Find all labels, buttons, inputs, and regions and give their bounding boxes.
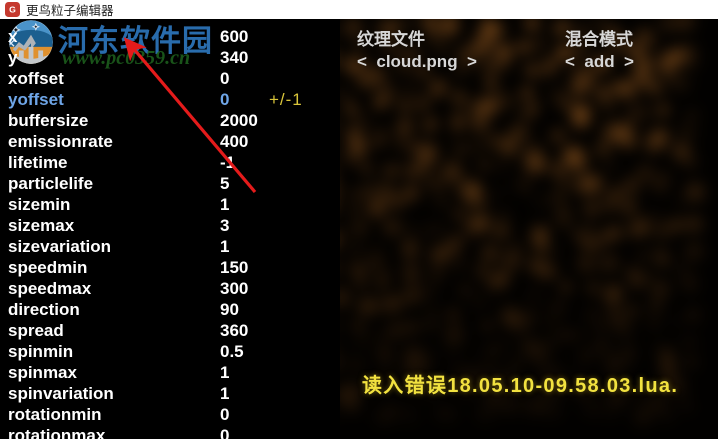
svg-text:G: G — [9, 4, 16, 14]
